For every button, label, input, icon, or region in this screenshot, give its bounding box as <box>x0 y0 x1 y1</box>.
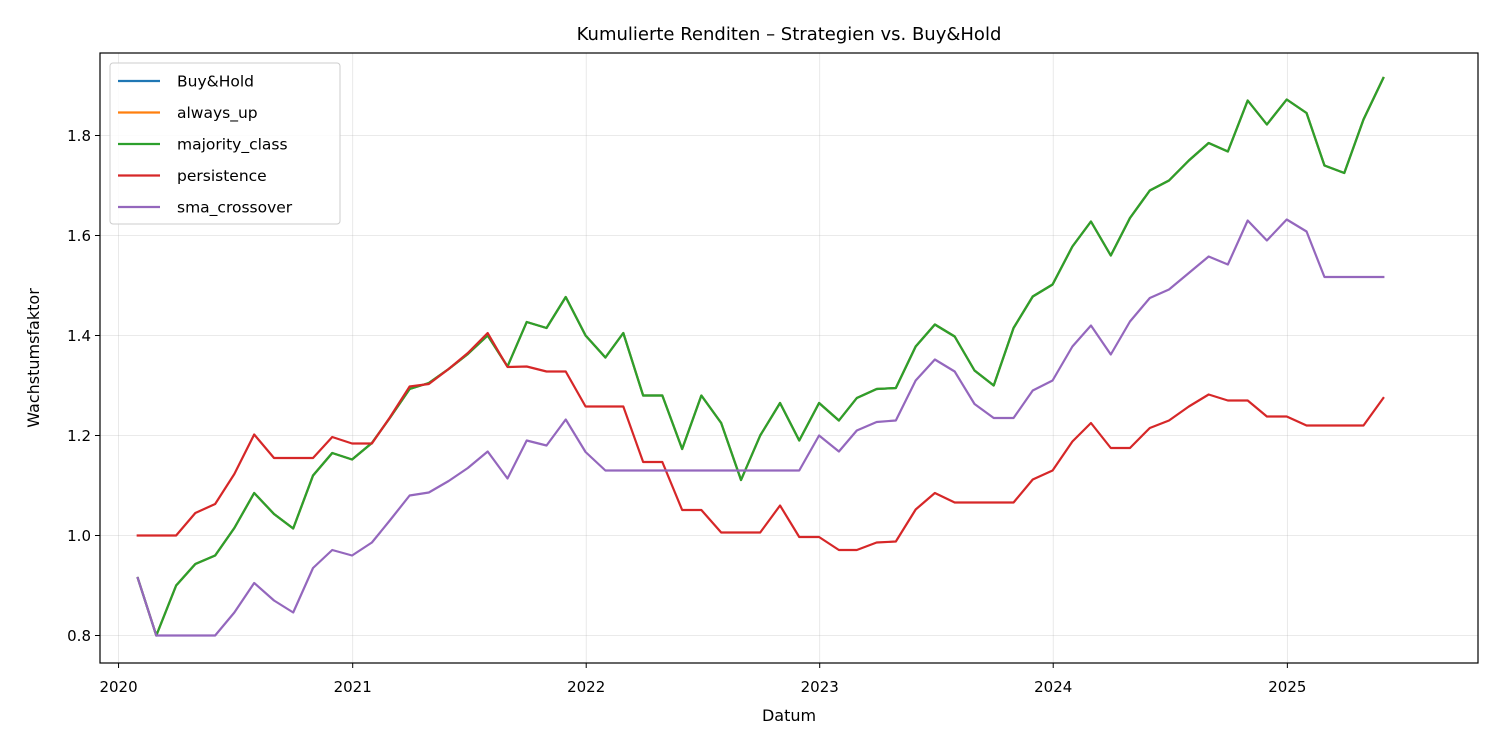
x-tick-label: 2020 <box>99 678 137 696</box>
y-axis-ticks: 0.8 1.0 1.2 1.4 1.6 1.8 <box>67 127 100 645</box>
x-tick-label: 2025 <box>1268 678 1306 696</box>
legend-entry-label: always_up <box>177 104 258 123</box>
plot-frame <box>99 52 1479 664</box>
grid <box>100 53 1478 663</box>
series-line-sma-crossover <box>136 218 1385 637</box>
y-tick-label: 1.4 <box>67 327 91 345</box>
series-line-persistence <box>136 331 1385 552</box>
x-axis-label: Datum <box>762 706 816 725</box>
x-tick-label: 2022 <box>567 678 605 696</box>
y-tick-label: 1.6 <box>67 227 91 245</box>
legend-entry-label: persistence <box>177 167 267 185</box>
series-line-majority-class <box>136 76 1385 637</box>
x-tick-label: 2023 <box>801 678 839 696</box>
y-tick-label: 1.2 <box>67 427 91 445</box>
legend-entry-label: Buy&Hold <box>177 73 254 91</box>
legend-entry-label: sma_crossover <box>177 199 293 218</box>
y-tick-label: 1.0 <box>67 527 91 545</box>
chart-title: Kumulierte Renditen – Strategien vs. Buy… <box>577 24 1002 45</box>
x-axis-ticks: 2020 2021 2022 2023 2024 2025 <box>99 663 1306 696</box>
x-tick-label: 2021 <box>334 678 372 696</box>
legend-entry-label: majority_class <box>177 136 288 155</box>
y-tick-label: 0.8 <box>67 627 91 645</box>
legend-box <box>109 62 341 225</box>
y-tick-label: 1.8 <box>67 127 91 145</box>
x-tick-label: 2024 <box>1034 678 1072 696</box>
series-lines <box>136 76 1385 637</box>
legend: Buy&Hold always_up majority_class persisten… <box>109 62 341 225</box>
y-axis-label: Wachstumsfaktor <box>24 288 43 428</box>
